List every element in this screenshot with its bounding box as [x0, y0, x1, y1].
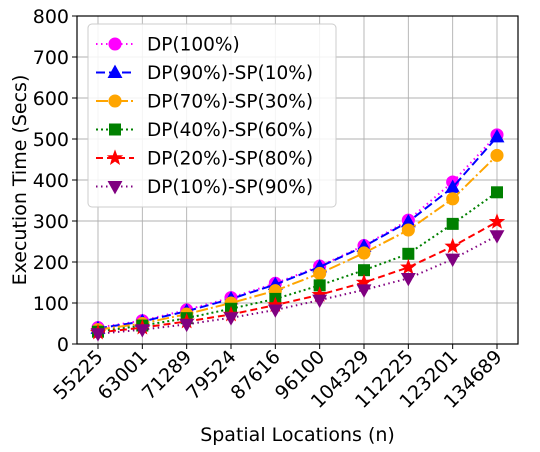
- y-tick-label: 500: [33, 129, 69, 151]
- data-point: [401, 223, 415, 237]
- y-tick-label: 300: [33, 211, 69, 233]
- y-axis-ticks: 0 100 200 300 400 500 600 700 800: [33, 6, 77, 356]
- legend-marker: [108, 94, 122, 108]
- legend-item: DP(70%)-SP(30%): [96, 92, 313, 113]
- x-tick-label: 79524: [182, 346, 240, 404]
- legend-marker: [107, 181, 123, 195]
- series-line: [97, 154, 498, 331]
- data-point: [444, 237, 461, 254]
- legend-item: DP(40%)-SP(60%): [96, 120, 313, 141]
- legend-item: DP(90%)-SP(10%): [96, 63, 313, 84]
- data-point: [446, 192, 460, 206]
- legend-item: DP(100%): [96, 35, 240, 56]
- data-point: [356, 284, 372, 298]
- data-point: [490, 148, 504, 162]
- data-point: [312, 294, 328, 308]
- legend-item: DP(20%)-SP(80%): [96, 149, 313, 170]
- legend: DP(100%) DP(90%)-SP(10%) DP(70%)-SP(30%) DP…: [87, 23, 337, 208]
- legend-item: DP(10%)-SP(90%): [96, 177, 313, 198]
- legend-marker: [107, 64, 123, 78]
- series-line: [97, 234, 498, 335]
- y-tick-label: 700: [33, 47, 69, 69]
- y-tick-label: 200: [33, 252, 69, 274]
- y-axis-label: Execution Time (Secs): [9, 75, 31, 286]
- data-point: [489, 129, 505, 143]
- data-point: [223, 312, 239, 326]
- data-point: [267, 304, 283, 318]
- series-6: [90, 230, 505, 342]
- series-line: [97, 220, 498, 334]
- data-point: [179, 318, 195, 333]
- x-axis-ticks: 5522563001712897952487616961001043291122…: [49, 344, 507, 413]
- series-layer: [89, 128, 506, 342]
- data-point: [446, 217, 459, 230]
- data-point: [357, 246, 371, 260]
- series-line: [97, 136, 498, 330]
- legend-label: DP(70%)-SP(30%): [147, 92, 313, 113]
- data-point: [90, 328, 106, 342]
- x-axis-label: Spatial Locations (n): [200, 424, 395, 446]
- data-point: [313, 266, 327, 281]
- data-point: [402, 247, 415, 260]
- x-tick-label: 71289: [138, 346, 196, 404]
- data-point: [400, 272, 416, 287]
- legend-label: DP(90%)-SP(10%): [147, 63, 313, 84]
- y-tick-label: 600: [33, 88, 69, 110]
- data-point: [134, 324, 150, 338]
- legend-box: [87, 23, 337, 208]
- legend-label: DP(40%)-SP(60%): [147, 120, 313, 141]
- legend-label: DP(20%)-SP(80%): [147, 149, 313, 170]
- data-point: [400, 258, 417, 275]
- y-tick-label: 100: [33, 293, 69, 315]
- y-tick-label: 800: [33, 6, 69, 28]
- legend-marker: [106, 149, 124, 165]
- legend-label: DP(10%)-SP(90%): [147, 177, 313, 198]
- data-point: [488, 213, 506, 229]
- data-point: [491, 186, 503, 199]
- legend-label: DP(100%): [147, 35, 240, 56]
- legend-marker: [109, 123, 121, 136]
- x-tick-label: 87616: [227, 346, 285, 404]
- y-tick-label: 400: [33, 170, 69, 192]
- x-tick-label: 63001: [94, 346, 152, 404]
- data-point: [489, 230, 505, 244]
- y-tick-label: 0: [57, 334, 69, 356]
- data-point: [445, 253, 461, 267]
- legend-marker: [108, 37, 122, 51]
